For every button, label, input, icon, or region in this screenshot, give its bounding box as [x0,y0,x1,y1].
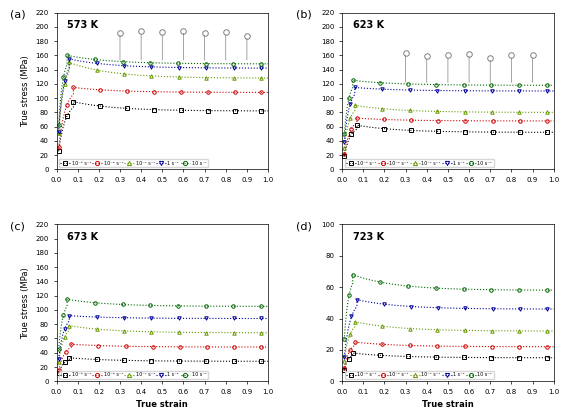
Y-axis label: True stress (MPa): True stress (MPa) [21,267,30,339]
Legend: 10⁻³ s⁻¹, 10⁻² s⁻¹, 10⁻¹ s⁻¹, 1 s⁻¹, 10 s⁻¹: 10⁻³ s⁻¹, 10⁻² s⁻¹, 10⁻¹ s⁻¹, 1 s⁻¹, 10 … [345,159,494,167]
Text: 723 K: 723 K [353,232,384,242]
Y-axis label: True stress (MPa): True stress (MPa) [21,55,30,127]
Text: 623 K: 623 K [353,21,384,31]
Text: 573 K: 573 K [67,21,98,31]
Legend: 10⁻³ s⁻¹, 10⁻² s⁻¹, 10⁻¹ s⁻¹, 1 s⁻¹, 10 s⁻¹: 10⁻³ s⁻¹, 10⁻² s⁻¹, 10⁻¹ s⁻¹, 1 s⁻¹, 10 … [59,371,208,379]
Text: (d): (d) [295,221,311,231]
Legend: 10⁻³ s⁻¹, 10⁻² s⁻¹, 10⁻¹ s⁻¹, 1 s⁻¹, 10 s⁻¹: 10⁻³ s⁻¹, 10⁻² s⁻¹, 10⁻¹ s⁻¹, 1 s⁻¹, 10 … [345,371,494,379]
Text: 673 K: 673 K [67,232,98,242]
Text: (b): (b) [295,10,311,19]
Text: (a): (a) [10,10,25,19]
X-axis label: True strain: True strain [136,401,188,409]
X-axis label: True strain: True strain [422,401,474,409]
Legend: 10⁻³ s⁻¹, 10⁻² s⁻¹, 10⁻¹ s⁻¹, 1 s⁻¹, 10 s⁻¹: 10⁻³ s⁻¹, 10⁻² s⁻¹, 10⁻¹ s⁻¹, 1 s⁻¹, 10 … [59,159,208,167]
Text: (c): (c) [10,221,25,231]
